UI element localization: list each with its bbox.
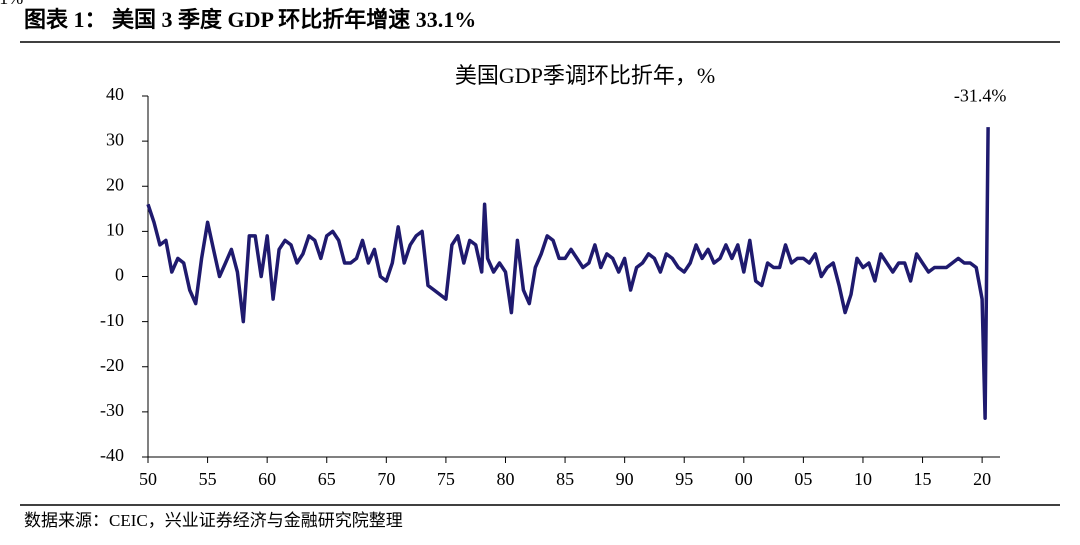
x-tick-label: 50 [139, 469, 157, 489]
x-tick-label: 55 [199, 469, 217, 489]
x-tick-label: 00 [735, 469, 753, 489]
x-tick-label: 70 [377, 469, 395, 489]
x-tick-label: 60 [258, 469, 276, 489]
y-tick-label: -10 [100, 310, 124, 330]
y-tick-label: 20 [106, 174, 124, 194]
y-tick-label: 30 [106, 129, 124, 149]
y-tick-label: 40 [106, 84, 124, 104]
x-tick-label: 65 [318, 469, 336, 489]
x-tick-label: 20 [973, 469, 991, 489]
y-tick-label: -20 [100, 355, 124, 375]
source-note: 数据来源：CEIC，兴业证券经济与金融研究院整理 [24, 511, 403, 530]
x-tick-label: 95 [675, 469, 693, 489]
page-title: 图表 1： 美国 3 季度 GDP 环比折年增速 33.1% [24, 7, 476, 32]
x-tick-label: 85 [556, 469, 574, 489]
x-tick-label: 15 [914, 469, 932, 489]
value-label: -31.4% [954, 85, 1007, 105]
data-line [146, 127, 990, 420]
y-tick-label: 10 [106, 220, 124, 240]
x-tick-label: 90 [616, 469, 634, 489]
y-tick-label: -30 [100, 400, 124, 420]
x-tick-label: 10 [854, 469, 872, 489]
value-label: 33.1% [0, 0, 23, 8]
x-tick-label: 80 [496, 469, 514, 489]
x-tick-label: 05 [794, 469, 812, 489]
chart-title: 美国GDP季调环比折年，% [455, 63, 715, 88]
x-tick-label: 75 [437, 469, 455, 489]
y-tick-label: -40 [100, 445, 124, 465]
y-tick-label: 0 [115, 265, 124, 285]
